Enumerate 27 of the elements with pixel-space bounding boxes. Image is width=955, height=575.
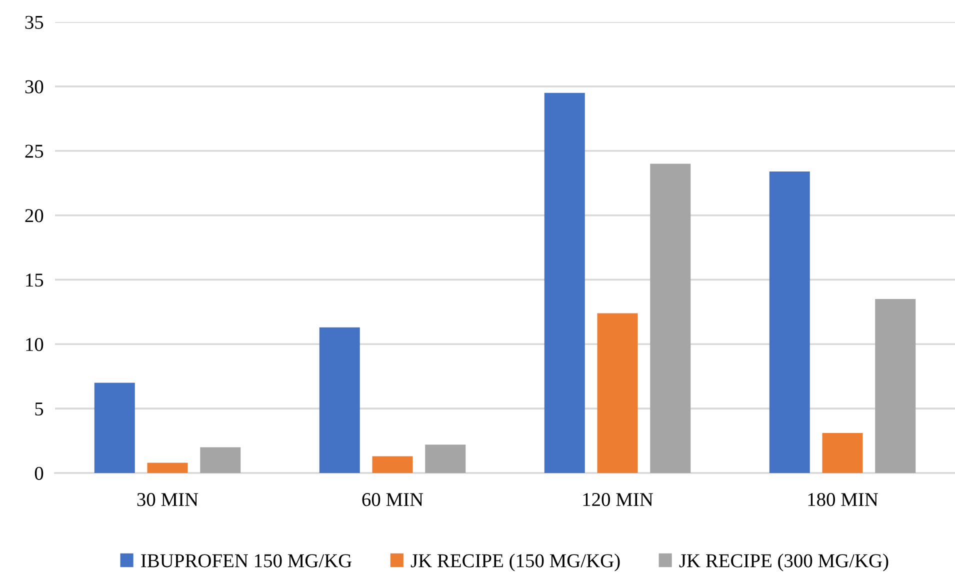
bar — [147, 462, 188, 473]
bar — [544, 92, 585, 473]
legend-label: JK RECIPE (150 MG/KG) — [410, 554, 620, 572]
x-tick-label: 180 MIN — [808, 493, 878, 506]
y-tick-label: 5 — [35, 402, 44, 416]
x-tick-label: 120 MIN — [583, 493, 653, 506]
y-tick-label: 20 — [25, 209, 44, 222]
y-tick-label: 10 — [26, 338, 44, 352]
y-tick-label: 30 — [25, 80, 44, 94]
bar — [650, 164, 691, 473]
legend-label: IBUPROFEN 150 MG/KG — [141, 554, 352, 568]
bar — [875, 299, 916, 473]
bar — [94, 382, 135, 473]
bar — [597, 313, 638, 473]
bar — [425, 444, 466, 473]
legend-label: JK RECIPE (300 MG/KG) — [679, 554, 888, 572]
bar — [319, 327, 360, 473]
y-tick-label: 35 — [25, 16, 44, 29]
bar — [372, 456, 413, 473]
x-tick-label: 60 MIN — [362, 493, 424, 506]
y-tick-label: 25 — [25, 144, 44, 158]
y-tick-label: 15 — [26, 274, 44, 287]
y-tick-label: 0 — [34, 466, 44, 480]
bar — [200, 447, 241, 473]
bar — [769, 171, 810, 473]
x-tick-label: 30 MIN — [137, 493, 198, 506]
bar — [822, 433, 863, 473]
